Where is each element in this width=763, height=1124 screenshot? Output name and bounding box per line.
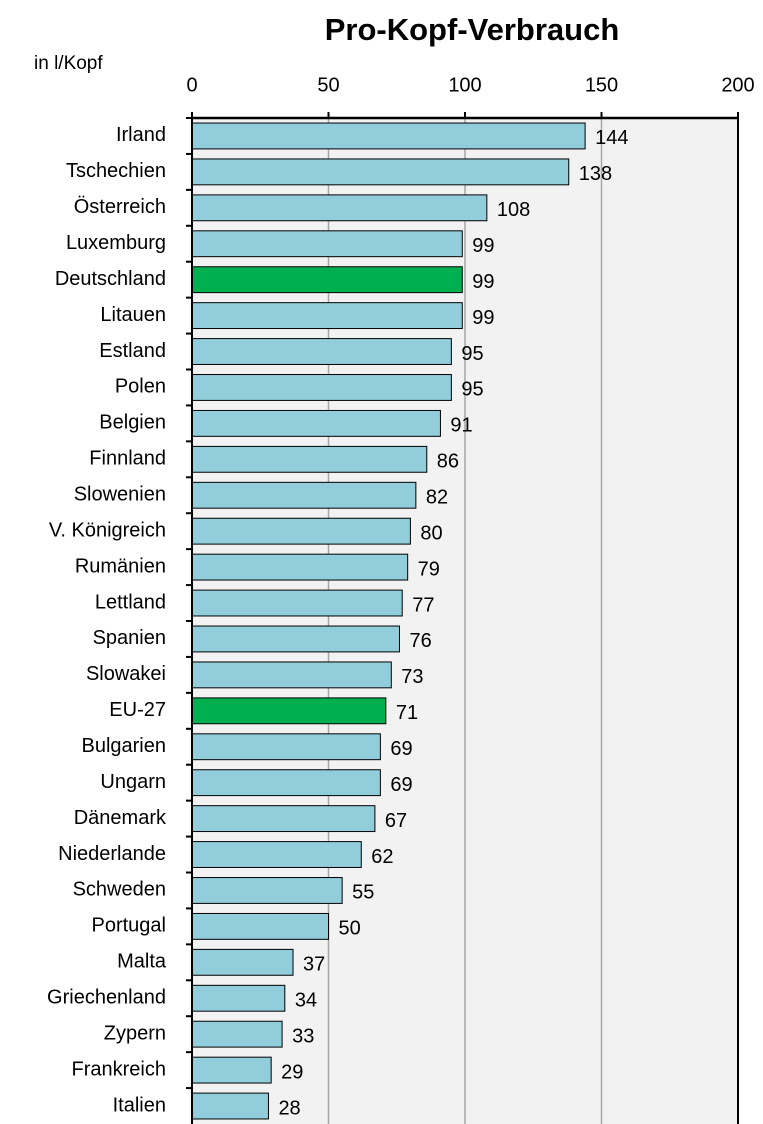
category-label: Deutschland — [55, 268, 166, 290]
data-label: 82 — [426, 487, 448, 509]
bar — [191, 158, 570, 186]
category-label: EU-27 — [109, 699, 166, 721]
x-tick-label: 0 — [186, 74, 197, 96]
category-label: Bulgarien — [81, 735, 166, 757]
data-label: 55 — [352, 882, 374, 904]
bar — [191, 805, 376, 833]
data-label: 79 — [418, 558, 440, 580]
bar — [191, 1020, 283, 1048]
category-label: Niederlande — [58, 843, 166, 865]
data-label: 138 — [579, 163, 612, 185]
bar — [191, 625, 400, 653]
category-label: Tschechien — [66, 160, 166, 182]
bar — [191, 733, 381, 761]
bar — [191, 984, 286, 1012]
category-label: Slowenien — [74, 484, 166, 506]
x-tick-label: 100 — [448, 74, 481, 96]
x-tick-label: 150 — [585, 74, 618, 96]
category-label: Griechenland — [47, 987, 166, 1009]
bar — [191, 841, 362, 868]
data-label: 29 — [281, 1061, 303, 1083]
bar — [191, 230, 463, 258]
data-label: 69 — [390, 774, 412, 796]
category-label: Dänemark — [74, 807, 167, 829]
bar — [191, 661, 392, 689]
bar — [191, 912, 329, 940]
data-label: 67 — [385, 810, 407, 832]
bar — [191, 445, 428, 473]
data-label: 108 — [497, 199, 530, 221]
bar — [191, 697, 387, 725]
data-label: 33 — [292, 1025, 314, 1047]
bar — [191, 266, 463, 294]
bar — [191, 302, 463, 330]
category-label: V. Königreich — [49, 519, 166, 541]
bar — [191, 948, 294, 976]
category-label: Österreich — [74, 196, 166, 218]
bar — [191, 769, 381, 797]
bar — [191, 481, 417, 509]
category-label: Lettland — [95, 591, 166, 613]
data-label: 34 — [295, 990, 317, 1012]
bar — [191, 553, 409, 581]
data-label: 95 — [461, 343, 483, 365]
data-label: 86 — [437, 451, 459, 473]
category-label: Zypern — [104, 1022, 166, 1044]
bar — [191, 122, 586, 150]
bar — [191, 1056, 272, 1084]
bar — [191, 338, 452, 365]
x-tick-label: 50 — [317, 74, 339, 96]
data-label: 99 — [472, 307, 494, 329]
category-label: Slowakei — [86, 663, 166, 685]
bar — [191, 374, 452, 401]
data-label: 76 — [409, 630, 431, 652]
bar — [191, 589, 403, 617]
data-label: 99 — [472, 271, 494, 293]
category-label: Portugal — [92, 915, 167, 937]
category-label: Ungarn — [100, 771, 166, 793]
bar — [191, 517, 411, 545]
category-label: Finnland — [89, 448, 166, 470]
category-label: Polen — [115, 376, 166, 398]
data-label: 99 — [472, 235, 494, 257]
data-label: 73 — [401, 666, 423, 688]
data-label: 62 — [371, 846, 393, 868]
data-label: 80 — [420, 522, 442, 544]
data-label: 50 — [339, 918, 361, 940]
category-label: Estland — [99, 340, 166, 362]
category-label: Spanien — [93, 627, 166, 649]
category-label: Irland — [116, 124, 166, 146]
data-label: 37 — [303, 954, 325, 976]
category-label: Malta — [117, 951, 167, 973]
category-label: Italien — [113, 1094, 166, 1116]
category-label: Frankreich — [72, 1058, 166, 1080]
data-label: 144 — [595, 127, 628, 149]
bar — [191, 877, 343, 904]
category-label: Schweden — [73, 879, 166, 901]
chart-title: Pro-Kopf-Verbrauch — [325, 12, 620, 47]
data-label: 69 — [390, 738, 412, 760]
bar — [191, 1092, 269, 1120]
x-tick-label: 200 — [721, 74, 754, 96]
axis-label: in l/Kopf — [34, 53, 103, 74]
data-label: 95 — [461, 379, 483, 401]
category-label: Rumänien — [75, 555, 166, 577]
bar — [191, 409, 441, 437]
data-label: 71 — [396, 702, 418, 724]
category-label: Belgien — [99, 412, 166, 434]
category-label: Litauen — [100, 304, 166, 326]
data-label: 28 — [278, 1097, 300, 1119]
data-label: 77 — [412, 594, 434, 616]
data-label: 91 — [450, 415, 472, 437]
category-label: Luxemburg — [66, 232, 166, 254]
bar — [191, 194, 488, 222]
